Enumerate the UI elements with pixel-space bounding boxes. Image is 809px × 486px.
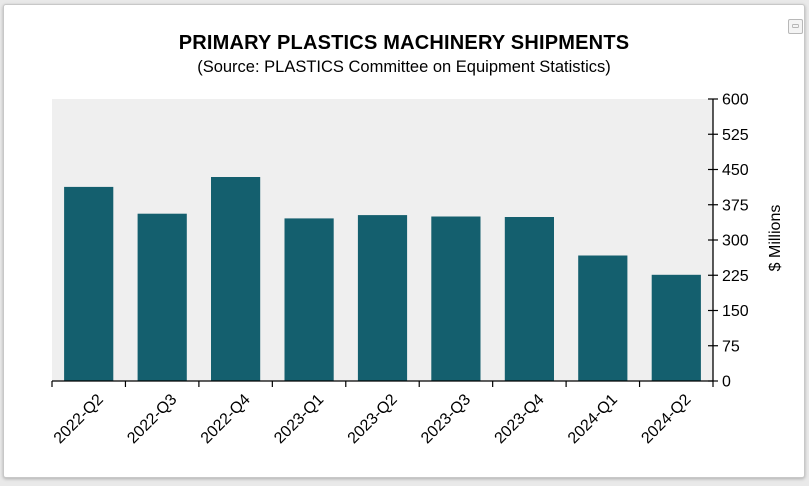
chart-subtitle: (Source: PLASTICS Committee on Equipment… [197,58,611,76]
x-tick-label: 2023-Q4 [492,391,548,447]
x-tick-label: 2023-Q3 [418,391,474,447]
y-tick-label: 225 [722,268,749,285]
bar-2022-Q4 [211,177,261,381]
y-axis-label: $ Millions [767,205,784,272]
bar-2024-Q2 [651,274,701,381]
bar-2023-Q3 [431,216,481,381]
y-tick-label: 600 [722,92,749,109]
bar-2022-Q3 [137,213,187,381]
y-tick-label: 300 [722,233,749,250]
x-tick-label: 2022-Q3 [124,391,180,447]
bar-2023-Q4 [504,217,554,381]
x-tick-label: 2022-Q4 [198,391,254,447]
x-tick-label: 2023-Q1 [271,391,327,447]
bar-2023-Q1 [284,218,334,381]
y-tick-label: 525 [722,127,749,144]
x-tick-label: 2023-Q2 [345,391,401,447]
bar-2022-Q2 [64,186,114,381]
y-tick-label: 375 [722,197,749,214]
x-tick-label: 2024-Q1 [565,391,621,447]
y-tick-label: 150 [722,303,749,320]
bar-2023-Q2 [357,215,408,381]
chart-view-icon[interactable]: ▭ [788,19,803,34]
chart-title: PRIMARY PLASTICS MACHINERY SHIPMENTS [178,32,630,54]
x-tick-label: 2024-Q2 [638,391,694,447]
bar-2024-Q1 [578,255,628,381]
x-tick-label: 2022-Q2 [51,391,107,447]
y-tick-label: 75 [722,338,740,355]
y-tick-label: 0 [722,374,731,391]
y-tick-label: 450 [722,162,749,179]
